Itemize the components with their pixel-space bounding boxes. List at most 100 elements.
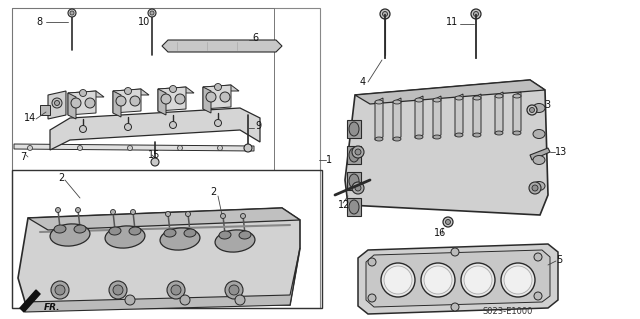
Ellipse shape: [415, 98, 423, 102]
Text: 6: 6: [252, 33, 258, 43]
Text: 3: 3: [544, 100, 550, 110]
Text: 14: 14: [24, 113, 36, 123]
Text: 7: 7: [20, 152, 26, 162]
Circle shape: [206, 92, 216, 102]
Circle shape: [355, 149, 361, 155]
Polygon shape: [25, 248, 300, 312]
Ellipse shape: [433, 135, 441, 139]
Circle shape: [54, 100, 60, 106]
Circle shape: [51, 281, 69, 299]
Circle shape: [186, 211, 191, 217]
Circle shape: [534, 253, 542, 261]
Ellipse shape: [184, 229, 196, 237]
Polygon shape: [18, 208, 300, 305]
Text: 10: 10: [138, 17, 150, 27]
Circle shape: [127, 145, 132, 151]
Circle shape: [214, 84, 221, 91]
Ellipse shape: [513, 131, 521, 135]
Text: 13: 13: [555, 147, 567, 157]
Circle shape: [109, 281, 127, 299]
Circle shape: [113, 285, 123, 295]
Bar: [347, 172, 361, 190]
Ellipse shape: [473, 133, 481, 137]
Ellipse shape: [455, 96, 463, 100]
Ellipse shape: [219, 231, 231, 239]
Text: 9: 9: [255, 121, 261, 131]
Circle shape: [52, 98, 62, 108]
Circle shape: [352, 182, 364, 194]
Polygon shape: [203, 85, 231, 109]
Ellipse shape: [415, 135, 423, 139]
Ellipse shape: [495, 131, 503, 135]
Bar: [347, 198, 361, 216]
Polygon shape: [158, 87, 186, 111]
Polygon shape: [455, 94, 463, 136]
Polygon shape: [495, 92, 503, 134]
Circle shape: [166, 211, 170, 217]
Circle shape: [171, 285, 181, 295]
Text: 12: 12: [338, 200, 350, 210]
Ellipse shape: [239, 231, 251, 239]
Ellipse shape: [74, 225, 86, 233]
Ellipse shape: [495, 94, 503, 98]
Circle shape: [177, 145, 182, 151]
Ellipse shape: [533, 182, 545, 190]
Text: 5: 5: [556, 255, 563, 265]
Polygon shape: [113, 89, 141, 113]
Text: 4: 4: [360, 77, 366, 87]
Circle shape: [28, 145, 33, 151]
Ellipse shape: [349, 174, 359, 188]
Polygon shape: [375, 98, 383, 140]
Ellipse shape: [533, 130, 545, 138]
Bar: [347, 120, 361, 138]
Bar: [40, 105, 50, 115]
Circle shape: [71, 98, 81, 108]
Circle shape: [368, 258, 376, 266]
Circle shape: [384, 266, 412, 294]
Circle shape: [148, 9, 156, 17]
Circle shape: [170, 85, 177, 93]
Bar: [12, 8, 320, 308]
Polygon shape: [68, 91, 96, 115]
Circle shape: [229, 285, 239, 295]
Circle shape: [218, 145, 223, 151]
Polygon shape: [48, 91, 66, 119]
Ellipse shape: [54, 225, 66, 233]
Bar: [12, 8, 274, 170]
Circle shape: [125, 295, 135, 305]
Circle shape: [424, 266, 452, 294]
Polygon shape: [50, 108, 260, 150]
Ellipse shape: [393, 137, 401, 141]
Text: 15: 15: [148, 150, 161, 160]
Polygon shape: [158, 89, 166, 115]
Ellipse shape: [215, 230, 255, 252]
Text: 1: 1: [326, 155, 332, 165]
Circle shape: [225, 281, 243, 299]
Circle shape: [474, 11, 479, 17]
Ellipse shape: [349, 200, 359, 214]
Circle shape: [235, 295, 245, 305]
Circle shape: [380, 9, 390, 19]
Circle shape: [352, 146, 364, 158]
Circle shape: [220, 92, 230, 102]
Circle shape: [180, 295, 190, 305]
Ellipse shape: [513, 94, 521, 98]
Circle shape: [131, 210, 136, 214]
Ellipse shape: [455, 133, 463, 137]
Circle shape: [532, 185, 538, 191]
Ellipse shape: [349, 122, 359, 136]
Circle shape: [214, 120, 221, 127]
Circle shape: [368, 294, 376, 302]
Circle shape: [527, 105, 537, 115]
Ellipse shape: [433, 98, 441, 102]
Circle shape: [241, 213, 246, 219]
Circle shape: [421, 263, 455, 297]
Polygon shape: [203, 85, 239, 91]
Circle shape: [504, 266, 532, 294]
Ellipse shape: [533, 103, 545, 113]
Polygon shape: [203, 87, 211, 113]
Circle shape: [529, 108, 534, 113]
Polygon shape: [433, 96, 441, 138]
Circle shape: [175, 94, 185, 104]
Circle shape: [55, 285, 65, 295]
